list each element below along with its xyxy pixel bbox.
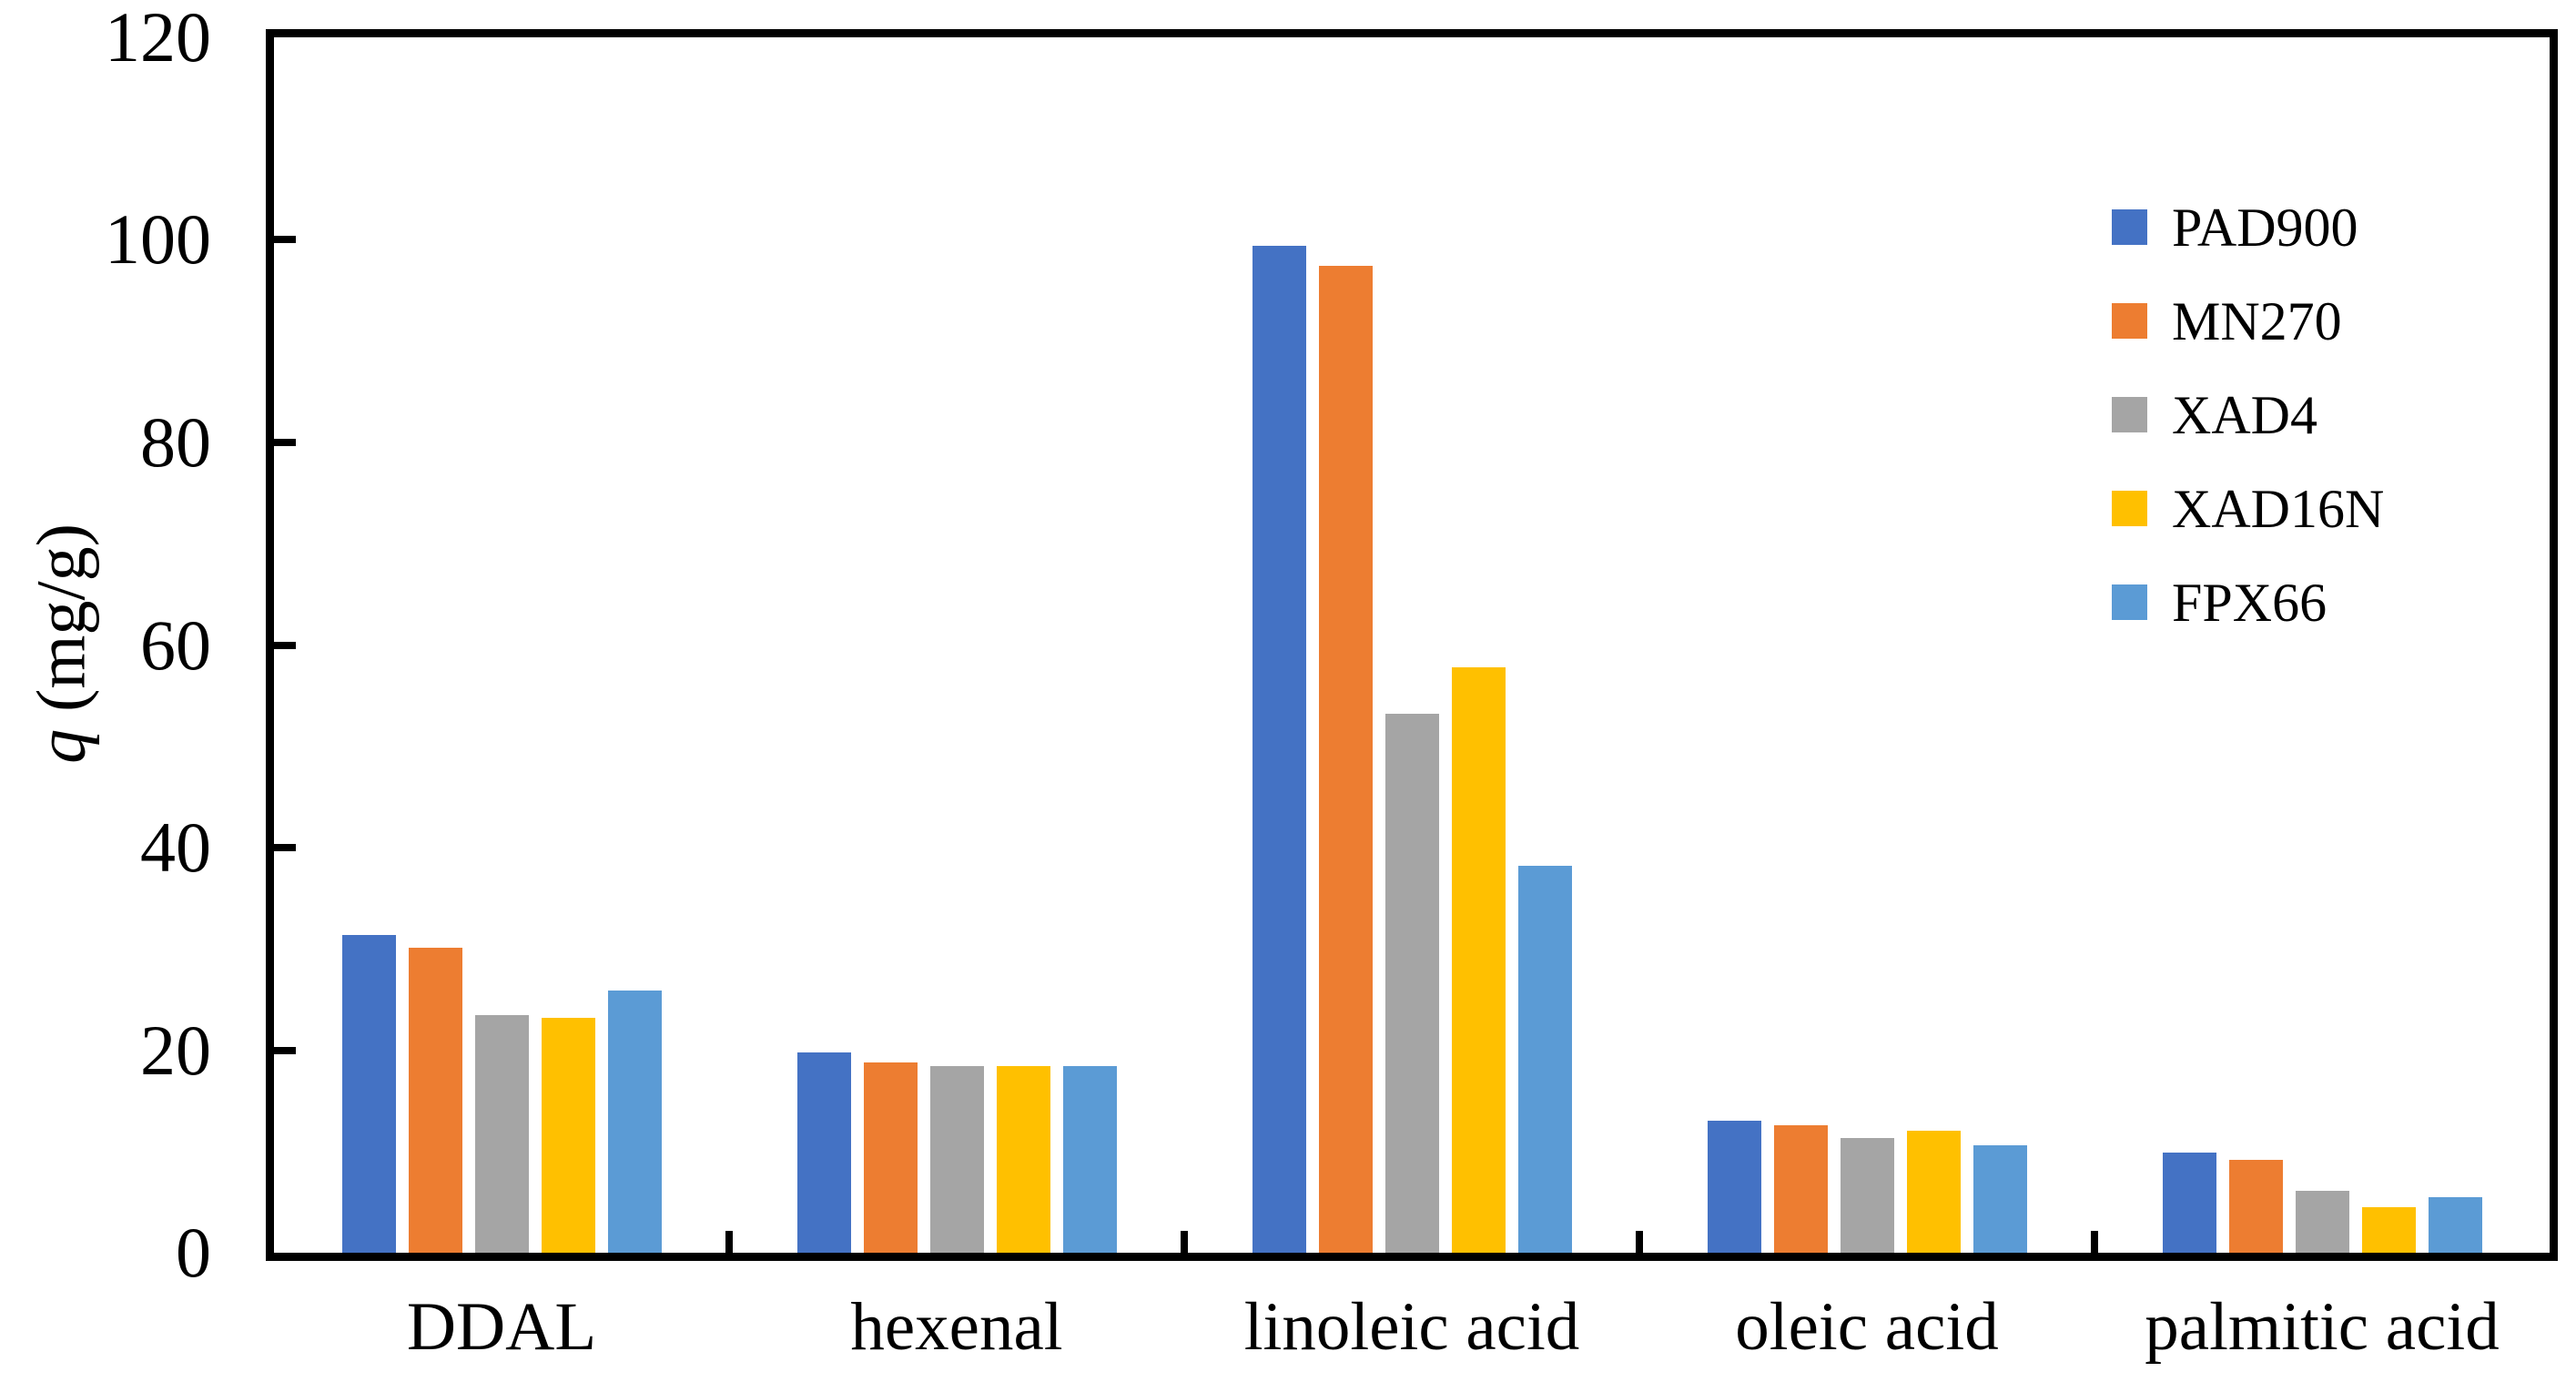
x-category-label-ddal: DDAL — [406, 1289, 597, 1365]
bar-group-hexenal — [729, 37, 1184, 1253]
y-tick-mark-100 — [274, 236, 296, 243]
bar-groups — [274, 37, 2550, 1253]
y-tick-label-60: 60 — [140, 605, 211, 685]
y-tick-label-20: 20 — [140, 1011, 211, 1090]
legend-label-xad4: XAD4 — [2172, 384, 2317, 445]
y-tick-label-120: 120 — [105, 0, 211, 76]
bar-xad16n-palmitic-acid — [2361, 1207, 2416, 1253]
y-tick-mark-20 — [274, 1047, 296, 1054]
x-category-label-oleic-acid: oleic acid — [1735, 1289, 1999, 1365]
bar-fpx66-oleic-acid — [1973, 1145, 2027, 1253]
bar-mn270-oleic-acid — [1773, 1125, 1828, 1253]
bar-pad900-linoleic-acid — [1252, 246, 1306, 1253]
legend-swatch-pad900 — [2112, 209, 2147, 245]
bar-mn270-ddal — [408, 948, 462, 1253]
bar-xad16n-linoleic-acid — [1451, 667, 1506, 1253]
bar-mn270-linoleic-acid — [1318, 266, 1373, 1253]
bar-xad16n-hexenal — [996, 1066, 1050, 1253]
plot-area — [266, 29, 2558, 1261]
legend-label-xad16n: XAD16N — [2172, 478, 2385, 539]
legend-label-fpx66: FPX66 — [2172, 572, 2328, 633]
bar-group-ddal — [274, 37, 729, 1253]
y-tick-label-40: 40 — [140, 808, 211, 887]
y-tick-mark-60 — [274, 642, 296, 649]
y-axis-title-symbol: q — [23, 728, 100, 764]
legend-item-mn270: MN270 — [2112, 274, 2384, 368]
x-category-label-linoleic-acid: linoleic acid — [1243, 1289, 1580, 1365]
y-tick-mark-80 — [274, 439, 296, 446]
legend: PAD900 MN270 XAD4 XAD16N FPX66 — [2112, 180, 2384, 649]
x-category-label-palmitic-acid: palmitic acid — [2145, 1289, 2500, 1365]
legend-item-pad900: PAD900 — [2112, 180, 2384, 274]
bar-xad4-ddal — [474, 1015, 529, 1253]
bar-pad900-ddal — [341, 935, 396, 1253]
bar-fpx66-palmitic-acid — [2428, 1197, 2482, 1253]
x-tick-mark-2 — [1181, 1231, 1188, 1253]
bar-xad4-linoleic-acid — [1384, 714, 1439, 1253]
bar-pad900-palmitic-acid — [2162, 1153, 2216, 1253]
bar-group-linoleic-acid — [1184, 37, 1639, 1253]
legend-item-xad16n: XAD16N — [2112, 462, 2384, 555]
legend-swatch-xad16n — [2112, 491, 2147, 526]
x-category-label-hexenal: hexenal — [850, 1289, 1063, 1365]
x-tick-mark-3 — [1636, 1231, 1643, 1253]
bar-mn270-palmitic-acid — [2228, 1160, 2283, 1253]
bar-fpx66-linoleic-acid — [1517, 866, 1572, 1253]
legend-item-xad4: XAD4 — [2112, 368, 2384, 462]
bar-xad4-palmitic-acid — [2295, 1191, 2349, 1253]
bar-fpx66-hexenal — [1062, 1066, 1117, 1253]
y-tick-label-0: 0 — [176, 1213, 211, 1292]
x-tick-mark-1 — [725, 1231, 733, 1253]
bar-xad16n-ddal — [541, 1018, 595, 1253]
legend-swatch-fpx66 — [2112, 584, 2147, 620]
y-tick-label-100: 100 — [105, 199, 211, 279]
bar-fpx66-ddal — [607, 991, 662, 1253]
legend-swatch-mn270 — [2112, 303, 2147, 339]
y-tick-mark-40 — [274, 844, 296, 851]
legend-item-fpx66: FPX66 — [2112, 555, 2384, 649]
bar-xad4-hexenal — [929, 1066, 984, 1253]
bar-xad16n-oleic-acid — [1906, 1131, 1961, 1253]
bar-group-oleic-acid — [1639, 37, 2094, 1253]
bar-group-palmitic-acid — [2094, 37, 2550, 1253]
legend-label-mn270: MN270 — [2172, 290, 2342, 351]
x-tick-mark-4 — [2091, 1231, 2098, 1253]
bar-mn270-hexenal — [863, 1062, 918, 1253]
y-tick-label-80: 80 — [140, 402, 211, 482]
legend-swatch-xad4 — [2112, 397, 2147, 432]
bar-pad900-oleic-acid — [1707, 1121, 1761, 1253]
legend-label-pad900: PAD900 — [2172, 197, 2358, 258]
bar-pad900-hexenal — [796, 1052, 851, 1253]
bar-xad4-oleic-acid — [1840, 1138, 1894, 1253]
